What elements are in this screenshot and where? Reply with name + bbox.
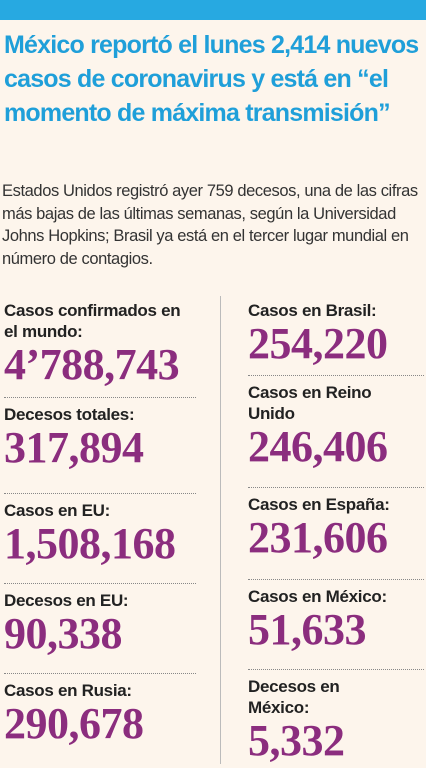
stat-item: Casos en España: 231,606 [248, 488, 424, 580]
stat-value: 90,338 [4, 609, 123, 658]
stat-label: Casos en Rusia: [4, 681, 132, 700]
stat-value: 4’788,743 [4, 340, 180, 389]
stat-value: 5,332 [248, 716, 345, 763]
stat-item: Decesos totales: 317,894 [4, 398, 196, 494]
stat-value: 246,406 [248, 422, 388, 471]
stat-label: Casos confirmados en el mundo: [4, 301, 181, 341]
stat-value: 51,633 [248, 605, 367, 654]
stat-label: Casos en España: [248, 495, 390, 514]
stat-value: 231,606 [248, 513, 388, 562]
stat-value: 1,508,168 [4, 519, 176, 568]
stat-item: Casos en EU: 1,508,168 [4, 494, 196, 584]
stat-item: Decesos en México: 5,332 [248, 670, 424, 762]
stats-right: Casos en Brasil: 254,220 Casos en Reino Un… [248, 294, 424, 762]
stat-value: 254,220 [248, 319, 388, 368]
stat-label: Casos en Brasil: [248, 301, 377, 320]
subtitle: Estados Unidos registró ayer 759 decesos… [2, 182, 418, 268]
stat-label: Casos en EU: [4, 501, 110, 520]
stat-label: Casos en Reino Unido [248, 383, 372, 423]
stat-item: Casos en Brasil: 254,220 [248, 294, 424, 376]
stat-item: Casos en Rusia: 290,678 [4, 674, 196, 762]
stat-value: 317,894 [4, 423, 144, 472]
top-bar [0, 0, 426, 20]
stat-item: Decesos en EU: 90,338 [4, 584, 196, 674]
stat-label: Casos en México: [248, 587, 387, 606]
stat-item: Casos en México: 51,633 [248, 580, 424, 670]
title: México reportó el lunes 2,414 nuevos cas… [4, 31, 419, 127]
stat-label: Decesos en México: [248, 677, 340, 717]
column-divider [220, 296, 221, 764]
stats-left: Casos confirmados en el mundo: 4’788,743 D… [4, 294, 196, 762]
stat-label: Decesos en EU: [4, 591, 129, 610]
stat-label: Decesos totales: [4, 405, 135, 424]
stat-item: Casos confirmados en el mundo: 4’788,743 [4, 294, 196, 398]
stat-value: 290,678 [4, 699, 144, 748]
stat-item: Casos en Reino Unido 246,406 [248, 376, 424, 488]
